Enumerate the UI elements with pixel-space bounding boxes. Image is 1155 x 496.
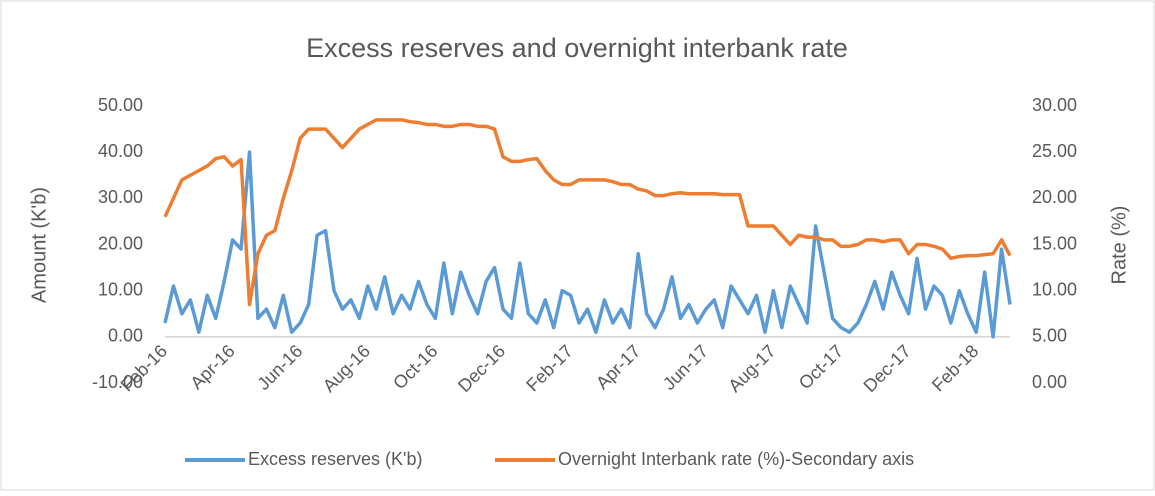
y2-axis-title: Rate (%) <box>1108 206 1130 285</box>
y-tick-label: 10.00 <box>98 279 143 299</box>
y-tick-label: 0.00 <box>108 326 143 346</box>
y2-tick-label: 20.00 <box>1032 187 1077 207</box>
y2-tick-label: 30.00 <box>1032 95 1077 115</box>
y2-tick-label: 25.00 <box>1032 141 1077 161</box>
y-axis-title: Amount (K'b) <box>28 187 50 303</box>
y-tick-label: 20.00 <box>98 233 143 253</box>
y-tick-label: 50.00 <box>98 95 143 115</box>
y-tick-label: 30.00 <box>98 187 143 207</box>
y2-tick-label: 5.00 <box>1032 326 1067 346</box>
series-line <box>163 150 1012 339</box>
y2-tick-label: 0.00 <box>1032 372 1067 392</box>
y2-tick-label: 10.00 <box>1032 279 1077 299</box>
series-line <box>163 118 1012 307</box>
legend-label: Excess reserves (K'b) <box>248 449 422 469</box>
y-tick-label: 40.00 <box>98 141 143 161</box>
legend-label: Overnight Interbank rate (%)-Secondary a… <box>558 449 914 469</box>
y2-tick-label: 15.00 <box>1032 233 1077 253</box>
chart-title: Excess reserves and overnight interbank … <box>306 33 848 63</box>
y-tick-label: -10.00 <box>92 372 143 392</box>
